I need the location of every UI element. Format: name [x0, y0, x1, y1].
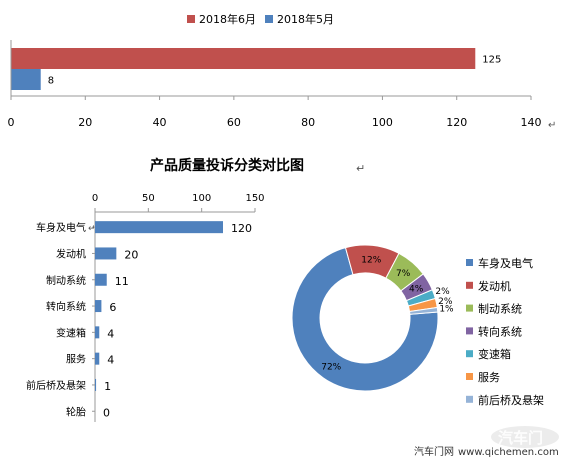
chart3-legend-swatch: [466, 373, 473, 380]
chart1-legend: 2018年6月 2018年5月: [187, 12, 334, 26]
chart3-slice-label: 12%: [361, 255, 381, 265]
watermark: 汽车门 汽车门网 www.qichemen.com: [414, 426, 559, 458]
chart1-bar: [11, 69, 41, 90]
chart3-legend-swatch: [466, 350, 473, 358]
chart1-tick-label: 60: [227, 116, 241, 129]
chart2-category-mark: ↵: [88, 224, 96, 234]
chart2-data-label: 1: [104, 380, 111, 393]
chart2-bars: 120 20 11 6 4 4 1 0: [95, 221, 252, 419]
chart1-tick-label: 80: [301, 116, 315, 129]
chart2-tick-label: 100: [192, 193, 211, 204]
chart3-legend-swatch: [466, 395, 473, 403]
chart2-bar: [95, 352, 100, 365]
chart2-tick-label: 50: [142, 193, 155, 204]
chart2-data-label: 120: [231, 222, 252, 235]
chart2-data-label: 4: [107, 327, 114, 340]
chart2-category-label: 前后桥及悬架: [26, 379, 86, 392]
chart3-slice: [291, 247, 439, 392]
chart3-slice: [408, 306, 439, 315]
chart2-tick-label: 0: [92, 193, 98, 204]
chart1-legend-swatch-may: [265, 15, 273, 23]
chart1-bars: 125 8: [11, 48, 501, 90]
chart2-bar: [95, 300, 102, 313]
chart3-slice-label: 2%: [438, 297, 453, 307]
chart1-legend-label-may: 2018年5月: [277, 12, 334, 26]
chart3-legend-label: 转向系统: [478, 324, 522, 338]
chart2-bar: [95, 378, 97, 391]
chart1-data-label: 8: [48, 76, 54, 87]
chart1-tick-label: 120: [446, 116, 467, 129]
chart3-slices: [291, 244, 439, 392]
watermark-logo-text: 汽车门: [498, 429, 543, 447]
chart3-legend-swatch: [466, 304, 473, 312]
chart3-legend-label: 制动系统: [478, 303, 522, 316]
watermark-logo-shape: [491, 426, 559, 448]
chart2-category-label: 轮胎: [66, 405, 86, 418]
chart2-bar: [95, 326, 100, 339]
watermark-url: www.qichemen.com: [458, 447, 559, 458]
chart1-tick-label: 140: [521, 116, 542, 129]
chart2-data-label: 0: [103, 406, 110, 419]
chart1-bar: [11, 48, 476, 69]
chart3-slice-label: 72%: [321, 362, 341, 372]
chart1-legend-label-june: 2018年6月: [199, 12, 256, 26]
chart2-tick-label: 150: [245, 193, 264, 204]
chart1-legend-swatch-june: [187, 15, 195, 23]
chart3-legend-label: 发动机: [478, 279, 511, 293]
chart3: 72%12%7%4% 2%2%1% 车身及电气发动机制动系统转向系统变速箱服务前后…: [291, 244, 544, 407]
chart2-category-label: 转向系统: [46, 300, 86, 313]
chart2-data-label: 4: [107, 354, 114, 367]
chart2-data-label: 11: [115, 275, 129, 288]
chart3-legend-label: 车身及电气: [478, 256, 533, 270]
chart2-category-label: 服务: [66, 353, 86, 366]
chart1-tick-label: 100: [372, 116, 393, 129]
chart2-category-label: 车身及电气: [36, 221, 86, 234]
chart3-legend-label: 变速箱: [478, 347, 511, 361]
chart2-title: 产品质量投诉分类对比图: [150, 157, 304, 174]
chart2-title-group: 产品质量投诉分类对比图 ↵: [150, 157, 365, 175]
chart2-category-label: 发动机: [56, 247, 86, 260]
watermark-site-name: 汽车门网: [414, 445, 454, 458]
chart1-tick-label: 0: [8, 116, 15, 129]
chart1-tick-label: 40: [153, 116, 167, 129]
chart3-slice-label: 7%: [396, 269, 411, 279]
chart3-slice-label: 2%: [435, 287, 450, 297]
chart2-data-label: 6: [109, 301, 116, 314]
chart3-legend-label: 前后桥及悬架: [478, 393, 544, 407]
chart1-edge-mark: ↵: [548, 120, 556, 131]
chart1-x-axis: 0 20 40 60 80 100 120 140: [8, 40, 542, 129]
chart2-bar: [95, 247, 117, 260]
chart3-legend-swatch: [466, 327, 473, 335]
chart2-category-label: 制动系统: [46, 274, 86, 287]
chart3-slice-labels: 72%12%7%4% 2%2%1%: [321, 255, 454, 372]
chart3-slice-label: 1%: [439, 305, 454, 315]
chart3-legend-swatch: [466, 281, 473, 289]
chart2-category-label: 变速箱: [56, 326, 86, 339]
chart3-legend-label: 服务: [478, 371, 500, 384]
chart3-legend-swatch: [466, 259, 473, 266]
chart2-title-mark: ↵: [356, 162, 365, 175]
chart2-bar: [95, 221, 223, 234]
chart2-bar: [95, 273, 107, 286]
chart3-slice-label: 4%: [409, 285, 424, 295]
chart1-data-label: 125: [482, 55, 501, 66]
chart2-data-label: 20: [124, 248, 138, 261]
chart2: 0 50 100 150 车身及电气 ↵ 发动机制动系统转向系统变速箱服务前后桥及悬架轮胎…: [26, 193, 265, 422]
chart1-tick-label: 20: [78, 116, 92, 129]
